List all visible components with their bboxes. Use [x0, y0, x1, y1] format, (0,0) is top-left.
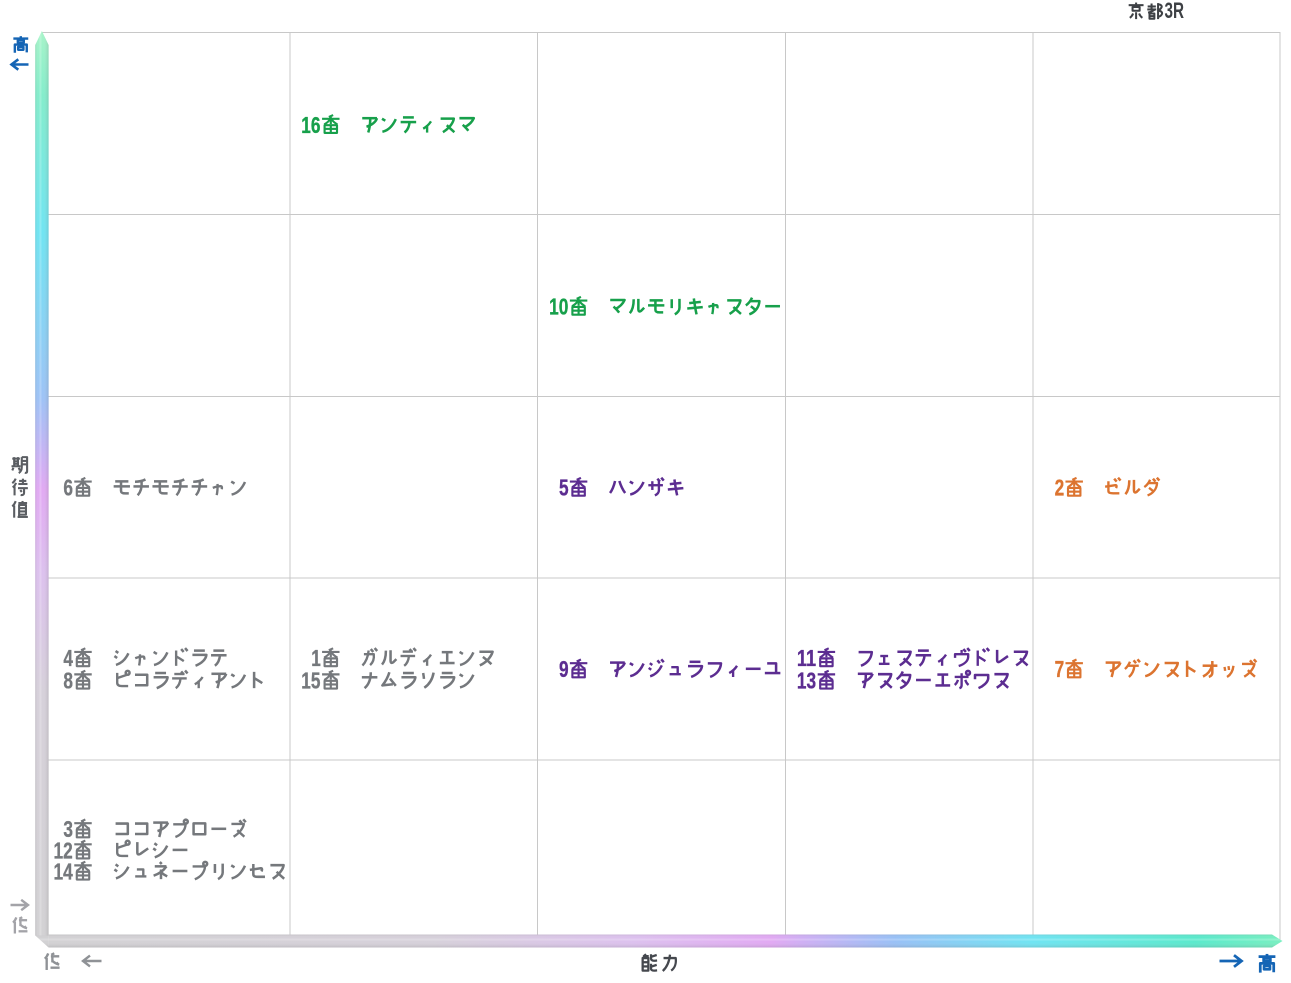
svg-text:5: 5 [559, 475, 569, 501]
svg-text:9: 9 [559, 656, 569, 682]
svg-text:13: 13 [797, 667, 816, 693]
svg-text:16: 16 [301, 112, 320, 138]
svg-text:12: 12 [54, 837, 73, 863]
svg-text:14: 14 [54, 858, 73, 884]
svg-text:6: 6 [63, 475, 73, 501]
svg-text:8: 8 [63, 667, 73, 693]
svg-text:7: 7 [1055, 656, 1065, 682]
svg-text:11: 11 [797, 645, 816, 671]
svg-text:15: 15 [301, 667, 320, 693]
svg-text:10: 10 [549, 294, 568, 320]
svg-text:1: 1 [311, 645, 321, 671]
svg-text:4: 4 [63, 645, 73, 671]
svg-text:3: 3 [63, 816, 73, 842]
svg-text:2: 2 [1055, 475, 1065, 501]
svg-text:3R: 3R [1165, 0, 1185, 23]
